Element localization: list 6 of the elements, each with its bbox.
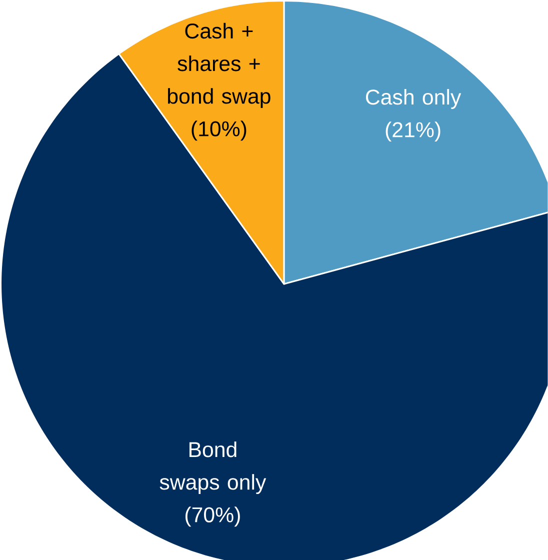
slice-label: Bond swaps only — [160, 441, 266, 494]
data-label: (10%) — [192, 120, 246, 141]
slice-label: Cash + shares + bond swap — [168, 22, 270, 108]
data-label: (70%) — [186, 506, 240, 527]
slice-label: Cash only — [366, 89, 462, 109]
data-label: (21%) — [386, 122, 440, 142]
